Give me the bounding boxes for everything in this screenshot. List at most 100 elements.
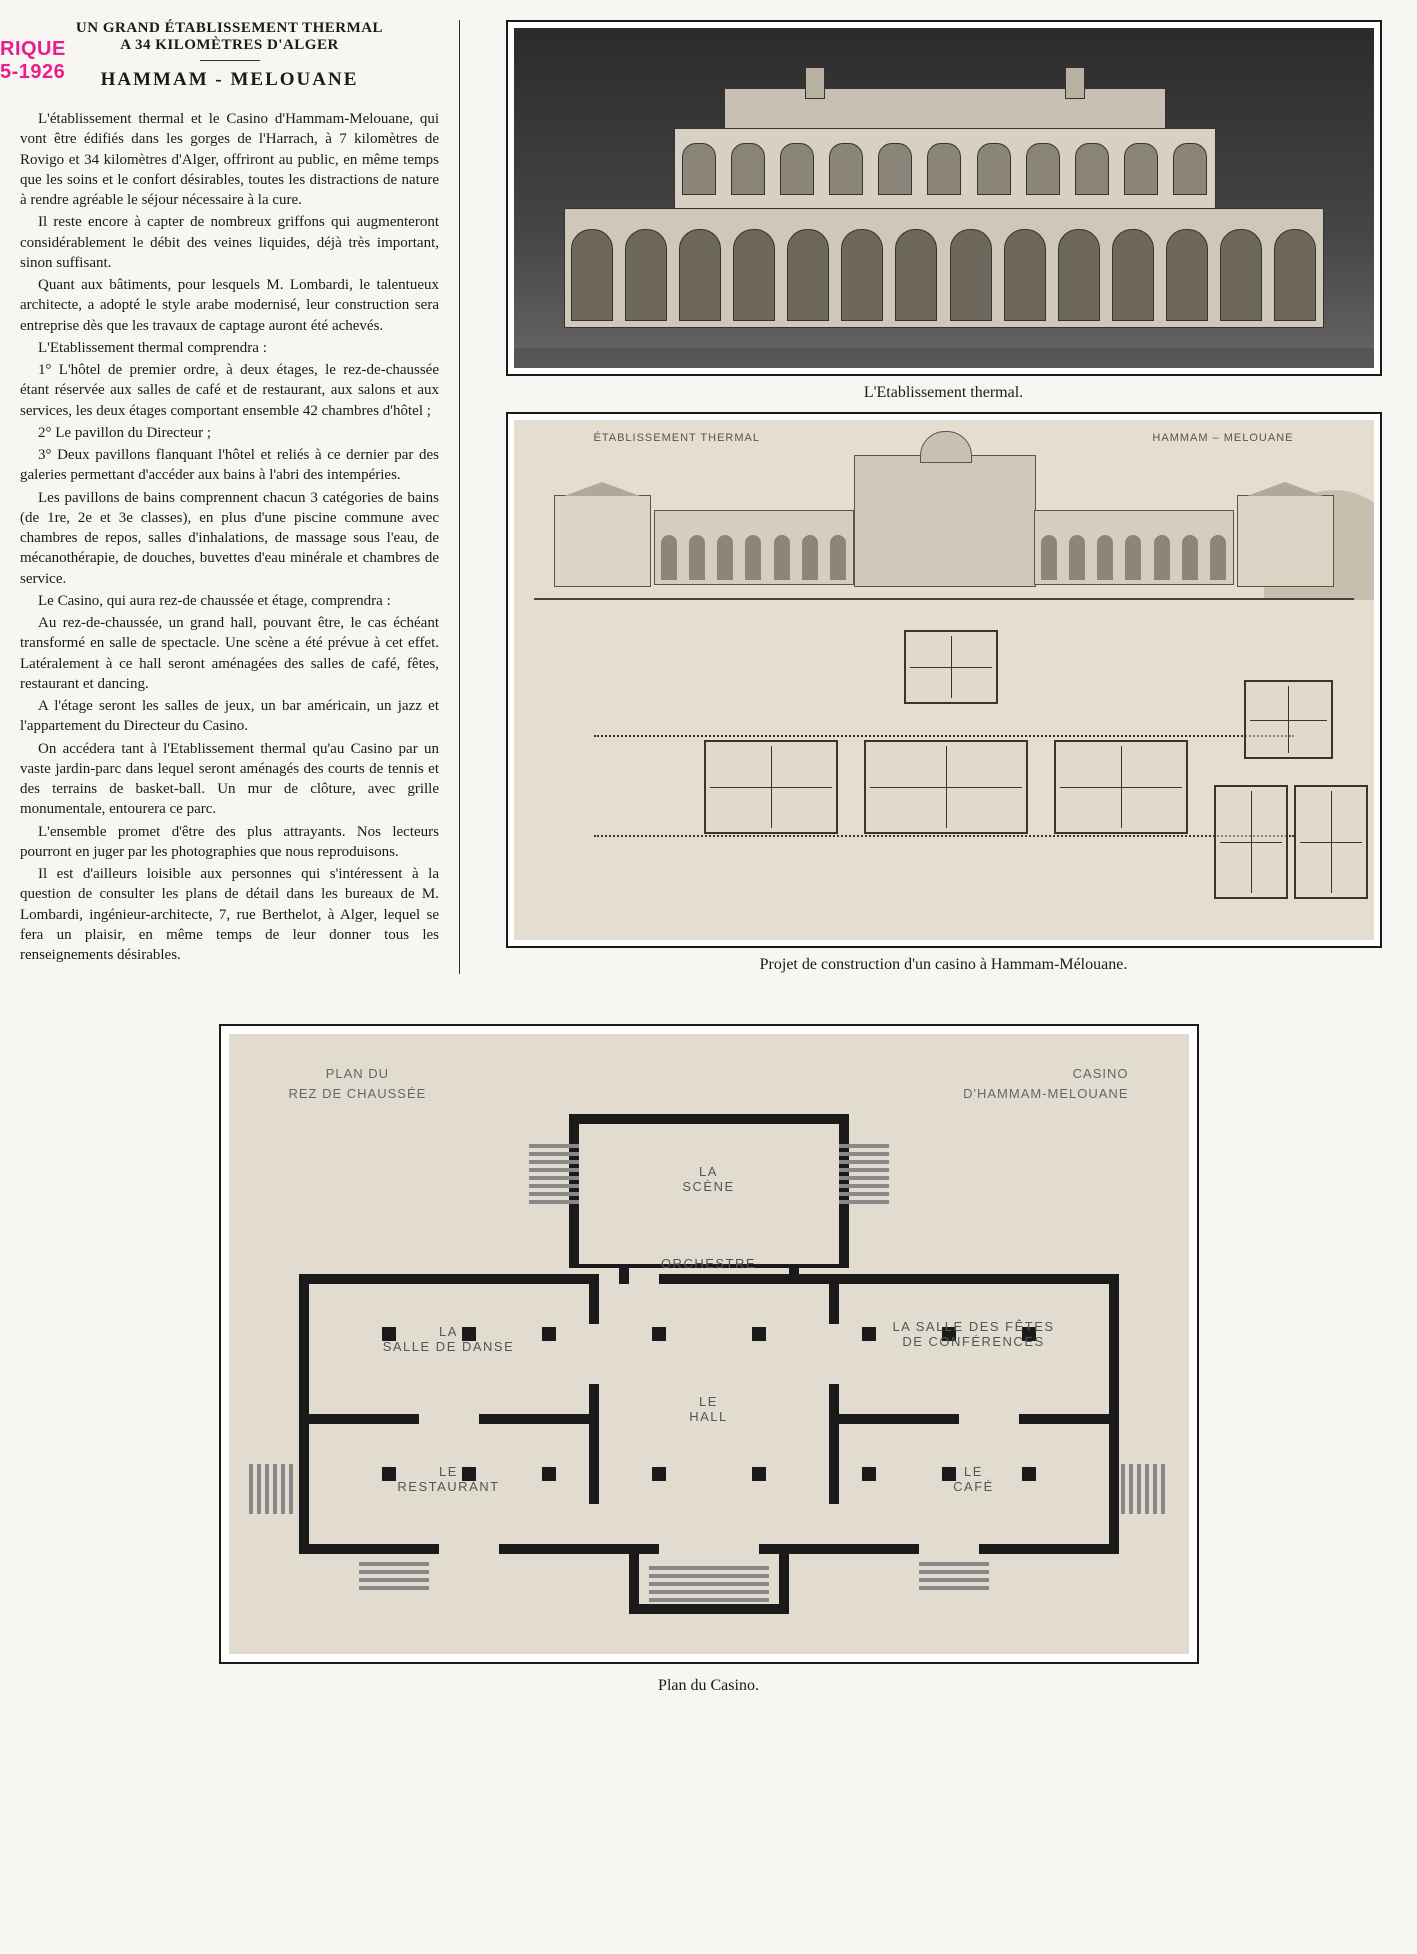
fig3-room-label: LEHALL xyxy=(659,1394,759,1424)
article-paragraph: L'établissement thermal et le Casino d'H… xyxy=(20,109,439,210)
fig2-label-right: HAMMAM – MELOUANE xyxy=(1152,432,1293,444)
fig3-title-left-1: PLAN DU xyxy=(326,1066,389,1081)
article-paragraph: 2° Le pavillon du Directeur ; xyxy=(20,423,439,443)
figure-3-caption: Plan du Casino. xyxy=(20,1677,1397,1695)
fig3-room-label: LERESTAURANT xyxy=(349,1464,549,1494)
title-line-2: A 34 KILOMÈTRES D'ALGER xyxy=(20,37,439,54)
fig2-arch xyxy=(830,535,846,580)
fig2-label-left: ÉTABLISSEMENT THERMAL xyxy=(594,432,760,444)
fig3-room-label: LA SALLE DES FÊTESDE CONFÉRENCES xyxy=(859,1319,1089,1349)
fig3-wall xyxy=(589,1274,599,1324)
fig1-upper-floor xyxy=(674,128,1216,210)
fig3-column xyxy=(752,1467,766,1481)
fig1-arch xyxy=(1058,229,1100,321)
fig3-stairs xyxy=(529,1144,579,1204)
figure-1-frame xyxy=(506,20,1382,376)
fig1-window xyxy=(682,143,716,195)
fig2-arch xyxy=(689,535,705,580)
fig1-arch xyxy=(895,229,937,321)
fig3-wall xyxy=(829,1384,839,1504)
fig2-arch xyxy=(1210,535,1226,580)
figure-1-caption: L'Etablissement thermal. xyxy=(490,384,1397,402)
fig1-arch xyxy=(733,229,775,321)
article-paragraph: L'Etablissement thermal comprendra : xyxy=(20,338,439,358)
fig2-arch xyxy=(1182,535,1198,580)
fig3-wall xyxy=(629,1604,789,1614)
fig3-title-right-1: CASINO xyxy=(1073,1066,1129,1081)
figure-2-caption: Projet de construction d'un casino à Ham… xyxy=(490,956,1397,974)
article-paragraph: L'ensemble promet d'être des plus attray… xyxy=(20,822,439,863)
fig1-window xyxy=(731,143,765,195)
page-stamp: RIQUE 5-1926 xyxy=(0,38,66,84)
fig3-wall xyxy=(589,1384,599,1504)
fig3-stairs xyxy=(249,1464,297,1514)
fig3-wall xyxy=(569,1114,849,1124)
fig2-arch xyxy=(802,535,818,580)
fig3-column xyxy=(752,1327,766,1341)
figure-2-canvas: ÉTABLISSEMENT THERMAL HAMMAM – MELOUANE xyxy=(514,420,1374,940)
fig3-stairs xyxy=(919,1560,989,1590)
fig2-center-block xyxy=(854,455,1036,587)
fig3-title-right: CASINO D'HAMMAM-MELOUANE xyxy=(963,1064,1128,1103)
figure-1-canvas xyxy=(514,28,1374,368)
fig1-window xyxy=(1124,143,1158,195)
fig3-wall xyxy=(779,1544,789,1604)
fig3-wall xyxy=(819,1274,1119,1284)
fig3-wall xyxy=(299,1414,419,1424)
fig1-arch xyxy=(1004,229,1046,321)
fig3-room-label: LASCÈNE xyxy=(654,1164,764,1194)
article-paragraph: Quant aux bâtiments, pour lesquels M. Lo… xyxy=(20,275,439,336)
article-paragraph: Les pavillons de bains comprennent chacu… xyxy=(20,488,439,589)
fig3-wall xyxy=(979,1544,1119,1554)
fig1-arch xyxy=(787,229,829,321)
fig1-building xyxy=(564,88,1324,348)
fig1-arch xyxy=(1274,229,1316,321)
fig3-room-label: LECAFÉ xyxy=(889,1464,1059,1494)
fig2-arch xyxy=(717,535,733,580)
figure-2-frame: ÉTABLISSEMENT THERMAL HAMMAM – MELOUANE xyxy=(506,412,1382,948)
fig2-plan-block xyxy=(1244,680,1333,759)
fig1-window xyxy=(927,143,961,195)
fig1-arch xyxy=(1112,229,1154,321)
fig2-arch xyxy=(1069,535,1085,580)
fig3-wall xyxy=(299,1544,439,1554)
fig1-ground xyxy=(514,348,1374,368)
fig3-column xyxy=(862,1467,876,1481)
fig3-stairs xyxy=(359,1560,429,1590)
figures-column: L'Etablissement thermal. ÉTABLISSEMENT T… xyxy=(490,20,1397,974)
fig2-arch xyxy=(661,535,677,580)
fig1-window xyxy=(977,143,1011,195)
fig1-arch xyxy=(679,229,721,321)
fig2-pavilion-right xyxy=(1237,495,1334,587)
fig1-arch xyxy=(571,229,613,321)
fig2-plan-block xyxy=(1054,740,1188,834)
fig3-column xyxy=(652,1467,666,1481)
fig1-roof xyxy=(724,88,1166,130)
figure-3-frame: PLAN DU REZ DE CHAUSSÉE CASINO D'HAMMAM-… xyxy=(219,1024,1199,1664)
fig3-room-label: ORCHESTRE xyxy=(659,1256,759,1271)
fig3-wall xyxy=(1019,1414,1119,1424)
subtitle: HAMMAM - MELOUANE xyxy=(20,69,439,91)
fig3-wall xyxy=(479,1414,589,1424)
article-paragraph: Au rez-de-chaussée, un grand hall, pouva… xyxy=(20,613,439,694)
fig1-window xyxy=(829,143,863,195)
fig1-arch xyxy=(1166,229,1208,321)
fig3-wall xyxy=(839,1414,959,1424)
fig1-arch xyxy=(841,229,883,321)
fig3-column xyxy=(652,1327,666,1341)
fig2-elevation xyxy=(554,455,1334,595)
fig2-plan-block xyxy=(904,630,998,704)
article-paragraph: 1° L'hôtel de premier ordre, à deux étag… xyxy=(20,360,439,421)
fig2-dotted-line xyxy=(594,835,1294,837)
fig2-arch xyxy=(1041,535,1057,580)
fig3-wall xyxy=(299,1274,599,1284)
fig3-wall xyxy=(659,1274,819,1284)
fig2-arch xyxy=(1154,535,1170,580)
fig3-stairs xyxy=(649,1564,769,1602)
fig2-arch xyxy=(774,535,790,580)
fig2-plan-block xyxy=(1214,785,1288,899)
title-block: UN GRAND ÉTABLISSEMENT THERMAL A 34 KILO… xyxy=(20,20,439,91)
article-paragraph: Il est d'ailleurs loisible aux personnes… xyxy=(20,864,439,965)
fig3-stairs xyxy=(1121,1464,1169,1514)
fig3-stairs xyxy=(839,1144,889,1204)
